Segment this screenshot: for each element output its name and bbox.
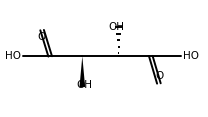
Polygon shape <box>79 56 85 87</box>
Text: OH: OH <box>76 80 92 90</box>
Text: HO: HO <box>5 51 21 61</box>
Text: O: O <box>38 32 46 42</box>
Text: O: O <box>155 71 163 81</box>
Text: OH: OH <box>109 22 125 32</box>
Text: HO: HO <box>183 51 199 61</box>
